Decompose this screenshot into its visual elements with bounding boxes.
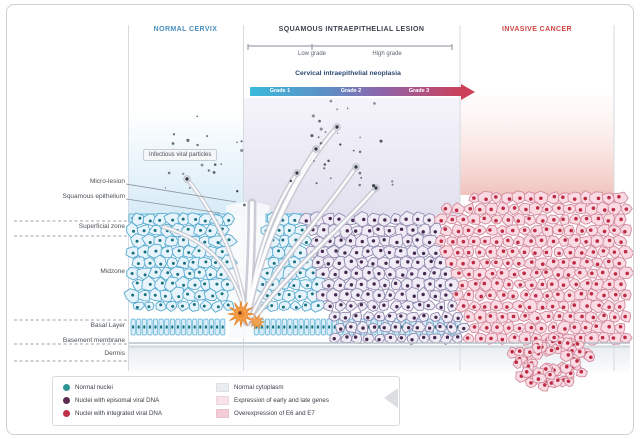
section-title-invasive-cancer: INVASIVE CANCER <box>501 26 573 33</box>
legend-item: Expression of early and late genes <box>216 395 329 405</box>
grade1-label: Grade 1 <box>269 88 291 94</box>
legend-item: Overexpression of E6 and E7 <box>216 408 315 418</box>
label-basement-membrane: Basement membrane <box>62 337 125 344</box>
label-dermis: Dermis <box>104 350 125 357</box>
legend-box: Normal nuclei Nuclei with episomal viral… <box>52 376 400 426</box>
grade2-label: Grade 2 <box>340 88 362 94</box>
legend-item: Nuclei with integrated viral DNA <box>63 408 162 418</box>
legend-item: Normal cytoplasm <box>216 382 284 392</box>
section-title-normal-cervix: NORMAL CERVIX <box>153 26 218 33</box>
label-superficial-zone: Superficial zone <box>78 223 125 230</box>
low-grade-label: Low grade <box>297 51 327 57</box>
legend-label: Nuclei with integrated viral DNA <box>75 409 163 417</box>
cin-arrow-head-icon <box>461 83 475 100</box>
e6-e7-overexpression-swatch <box>216 408 229 418</box>
cin-progression-arrow <box>250 87 463 96</box>
episomal-dna-swatch <box>63 396 70 404</box>
legend-label: Nuclei with episomal viral DNA <box>75 396 160 404</box>
legend-label: Normal cytoplasm <box>234 383 284 391</box>
label-basal-layer: Basal Layer <box>90 322 125 329</box>
section-title-sil: SQUAMOUS INTRAEPITHELIAL LESION <box>278 26 425 33</box>
infectious-viral-particles-label: Infectious viral particles <box>143 149 218 161</box>
label-squamous-epithelium: Squamous epithelium <box>62 193 125 200</box>
legend-label: Overexpression of E6 and E7 <box>234 409 315 417</box>
legend-item: Nuclei with episomal viral DNA <box>63 395 159 405</box>
grade3-label: Grade 3 <box>408 88 430 94</box>
legend-label: Normal nuclei <box>75 383 113 391</box>
early-late-genes-swatch <box>216 395 229 405</box>
integrated-dna-swatch <box>63 409 70 417</box>
label-micro-lesion: Micro-lesion <box>89 178 125 185</box>
normal-cytoplasm-swatch <box>216 382 229 392</box>
legend-item: Normal nuclei <box>63 382 113 392</box>
left-arrow-icon <box>384 388 398 408</box>
card-border <box>6 4 634 435</box>
cin-title: Cervical intraepithelial neoplasia <box>295 70 401 77</box>
label-midzone: Midzone <box>100 268 125 275</box>
normal-nuclei-swatch <box>63 383 70 391</box>
legend-label: Expression of early and late genes <box>234 396 329 404</box>
high-grade-label: High grade <box>372 51 402 57</box>
